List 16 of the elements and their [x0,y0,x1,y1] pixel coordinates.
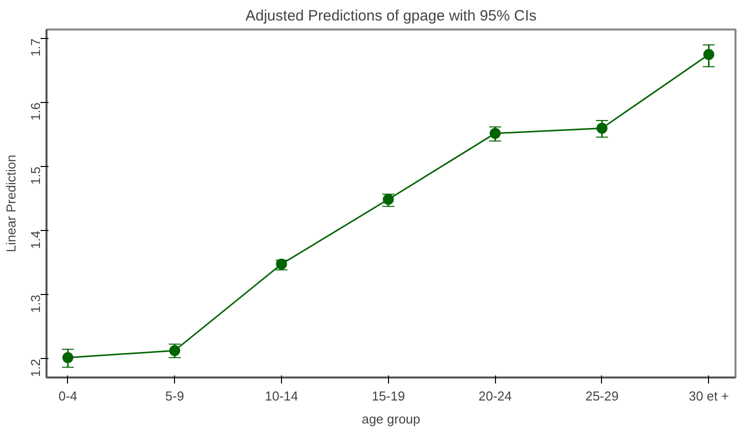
y-tick-label: 1.5 [28,166,43,185]
y-axis-title: Linear Prediction [4,154,18,252]
x-tick-label: 20-24 [478,388,512,404]
x-tick-label: 5-9 [165,388,184,404]
x-axis-title: age group [362,412,420,426]
y-tick-label: 1.2 [28,358,43,377]
x-tick-label: 15-19 [372,388,405,404]
chart-title: Adjusted Predictions of gpage with 95% CIs [246,8,536,24]
y-tick-label: 1.7 [28,38,43,57]
x-tick-label: 0-4 [58,388,78,404]
x-tick-label: 10-14 [264,388,298,404]
y-tick-label: 1.4 [28,230,43,249]
x-tick-label: 25-29 [585,388,619,404]
x-tick-label: 30 et + [688,388,729,404]
y-tick-label: 1.3 [28,294,43,313]
y-tick-label: 1.6 [28,102,43,121]
